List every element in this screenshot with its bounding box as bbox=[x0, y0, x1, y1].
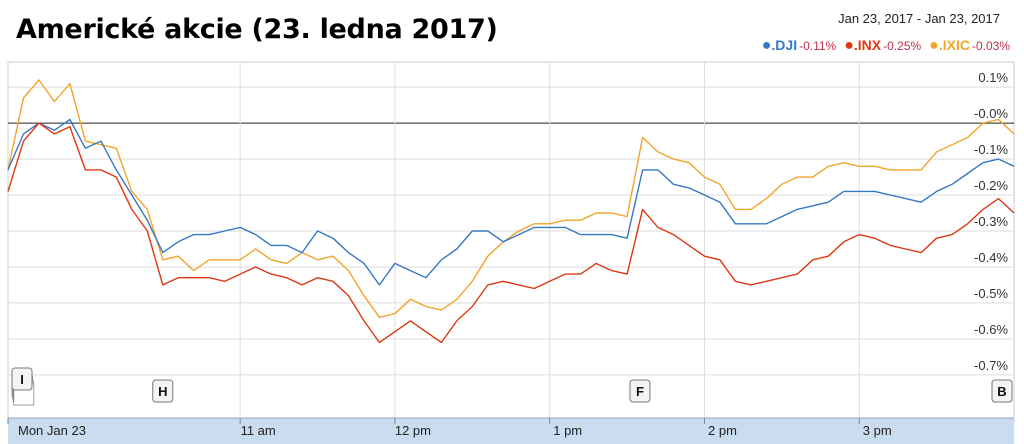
page-title: Americké akcie (23. ledna 2017) bbox=[16, 14, 498, 45]
legend-item[interactable]: ●.IXIC -0.03% bbox=[929, 37, 1010, 54]
marker-label: F bbox=[636, 384, 644, 399]
y-tick-label: -0.6% bbox=[974, 322, 1008, 337]
plot-frame bbox=[7, 61, 1015, 423]
y-tick-label: -0.2% bbox=[974, 178, 1008, 193]
marker-flag[interactable] bbox=[991, 379, 1013, 403]
legend-change: -0.25% bbox=[883, 39, 922, 53]
y-tick-label: -0.4% bbox=[974, 250, 1008, 265]
legend-symbol: .IXIC bbox=[938, 37, 970, 53]
marker-label: I bbox=[20, 372, 24, 387]
marker-flag[interactable] bbox=[11, 367, 33, 391]
x-tick-label: Mon Jan 23 bbox=[18, 423, 86, 438]
y-tick-label: -0.0% bbox=[974, 106, 1008, 121]
legend-item[interactable]: ●.DJI -0.11% bbox=[761, 37, 837, 54]
marker-flag[interactable] bbox=[152, 379, 174, 403]
y-tick-label: -0.1% bbox=[974, 142, 1008, 157]
marker-flag[interactable] bbox=[629, 379, 651, 403]
x-tick-label: 3 pm bbox=[863, 423, 892, 438]
marker-label: B bbox=[997, 384, 1006, 399]
x-tick-label: 2 pm bbox=[708, 423, 737, 438]
x-tick-label: 12 pm bbox=[395, 423, 431, 438]
legend-dot-icon: ● bbox=[929, 37, 939, 54]
x-tick-label: 1 pm bbox=[553, 423, 582, 438]
x-axis-band bbox=[8, 418, 1014, 444]
series-line-dji[interactable] bbox=[7, 118, 1015, 286]
y-tick-label: 0.1% bbox=[978, 70, 1008, 85]
x-tick-label: 11 am bbox=[241, 423, 276, 438]
legend-dot-icon: ● bbox=[761, 37, 772, 54]
legend-dot-icon: ● bbox=[844, 37, 854, 54]
legend-change: -0.11% bbox=[799, 39, 837, 53]
series-line-ixic[interactable] bbox=[7, 79, 1015, 318]
legend-symbol: .DJI bbox=[771, 37, 798, 53]
marker-label: H bbox=[158, 384, 167, 399]
y-tick-label: -0.3% bbox=[974, 214, 1008, 229]
date-range: Jan 23, 2017 - Jan 23, 2017 bbox=[838, 11, 1000, 26]
legend-symbol: .INX bbox=[853, 37, 882, 53]
y-tick-label: -0.5% bbox=[974, 286, 1008, 301]
y-tick-label: -0.7% bbox=[974, 358, 1008, 373]
legend-change: -0.03% bbox=[971, 39, 1010, 53]
legend-item[interactable]: ●.INX -0.25% bbox=[844, 37, 922, 54]
legend: ●.DJI -0.11% ●.INX -0.25% ●.IXIC -0.03% bbox=[754, 37, 1010, 54]
series-line-inx[interactable] bbox=[7, 122, 1015, 344]
